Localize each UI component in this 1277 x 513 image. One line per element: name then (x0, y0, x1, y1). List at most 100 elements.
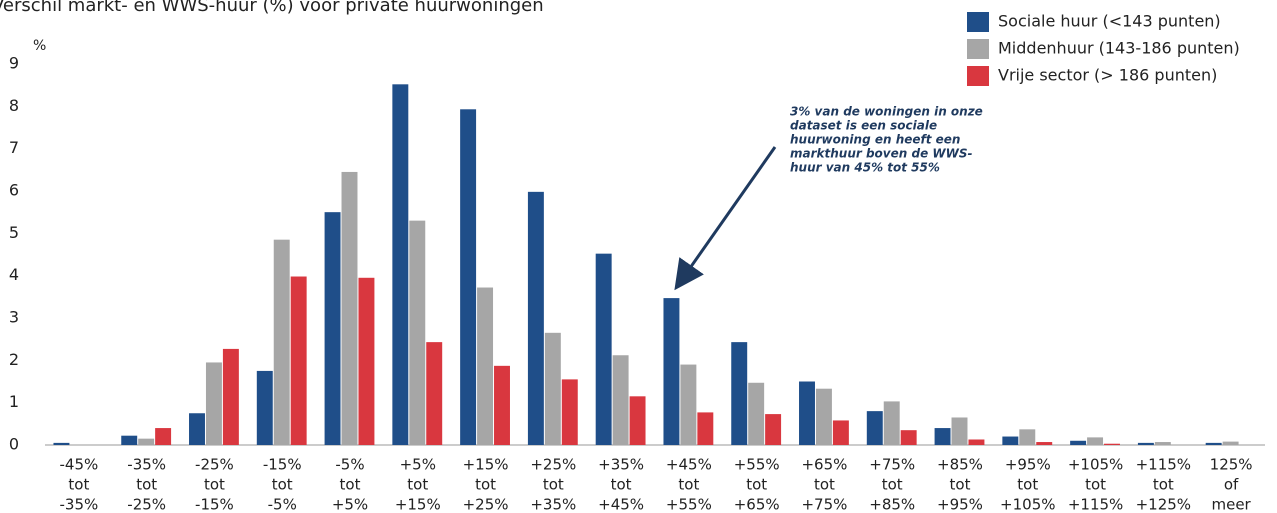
y-tick-label: 9 (9, 54, 19, 73)
y-tick-label: 0 (9, 435, 19, 454)
bar (222, 348, 239, 445)
annotation-text: huur van 45% tot 55% (790, 161, 940, 175)
x-tick-label: -45% (60, 456, 99, 474)
x-tick-label: tot (407, 476, 428, 494)
legend-label: Middenhuur (143-186 punten) (998, 39, 1240, 58)
y-tick-label: 3 (9, 308, 19, 327)
x-tick-label: +25% (463, 496, 509, 513)
x-tick-label: +45% (666, 456, 712, 474)
bar (561, 379, 578, 445)
bar (256, 370, 273, 445)
x-tick-label: tot (882, 476, 903, 494)
bar (815, 388, 832, 445)
x-tick-label: +95% (937, 496, 983, 513)
bar (426, 342, 443, 445)
bar (866, 411, 883, 445)
x-tick-label: +115% (1068, 496, 1123, 513)
y-axis-label: % (33, 38, 46, 54)
x-tick-label: tot (136, 476, 157, 494)
x-tick-label: tot (475, 476, 496, 494)
x-tick-label: tot (678, 476, 699, 494)
bar (544, 332, 561, 445)
x-tick-label: tot (1085, 476, 1106, 494)
annotation-arrow (674, 146, 777, 291)
bar (273, 239, 290, 445)
y-tick-label: 4 (9, 265, 19, 284)
bar (731, 342, 748, 445)
bar (324, 212, 341, 445)
bar (1036, 442, 1053, 445)
x-tick-label: tot (272, 476, 293, 494)
x-tick-label: +35% (598, 456, 644, 474)
x-tick-label: +65% (734, 496, 780, 513)
bar (290, 276, 307, 445)
legend-label: Sociale huur (<143 punten) (998, 12, 1221, 31)
bar (527, 191, 544, 445)
x-tick-label: +25% (530, 456, 576, 474)
x-tick-label: +5% (400, 456, 436, 474)
bar (1104, 443, 1120, 445)
bar (900, 430, 917, 445)
bar (155, 428, 172, 445)
bar (832, 420, 849, 445)
y-tick-label: 2 (9, 350, 19, 369)
y-tick-label: 6 (9, 181, 19, 200)
x-tick-label: -25% (195, 456, 234, 474)
bar (697, 412, 714, 445)
x-tick-label: +85% (937, 456, 983, 474)
bar (1070, 440, 1087, 445)
y-tick-label: 1 (9, 392, 19, 411)
x-tick-label: tot (340, 476, 361, 494)
annotation-text: huurwoning en heeft een (790, 133, 960, 147)
x-tick-label: tot (611, 476, 632, 494)
bar (748, 382, 765, 445)
x-tick-label: +85% (869, 496, 915, 513)
x-tick-label: +105% (1068, 456, 1123, 474)
bar (968, 439, 985, 445)
bar (341, 171, 358, 445)
bar (392, 84, 409, 445)
y-tick-label: 8 (9, 96, 19, 115)
x-tick-label: tot (68, 476, 89, 494)
legend-label: Vrije sector (> 186 punten) (998, 66, 1217, 85)
x-tick-label: +45% (598, 496, 644, 513)
x-tick-label: +95% (1005, 456, 1051, 474)
x-tick-label: meer (1211, 496, 1251, 513)
x-tick-label: of (1224, 476, 1239, 494)
x-tick-label: +75% (801, 496, 847, 513)
bar (189, 413, 205, 445)
bar (460, 109, 477, 446)
x-tick-label: +5% (332, 496, 368, 513)
bar (680, 364, 697, 445)
x-tick-label: +55% (666, 496, 712, 513)
bar (1002, 436, 1019, 445)
legend-swatch (967, 39, 989, 59)
x-tick-label: +75% (869, 456, 915, 474)
bar (595, 253, 612, 445)
bar (1154, 442, 1171, 445)
y-tick-label: 7 (9, 138, 19, 157)
x-tick-label: -35% (127, 456, 166, 474)
bar (121, 435, 138, 445)
x-tick-label: tot (204, 476, 225, 494)
x-tick-label: +115% (1136, 456, 1191, 474)
bar (409, 220, 426, 445)
bar (1205, 442, 1222, 445)
bar (477, 287, 494, 445)
bar (765, 414, 782, 445)
bar (663, 298, 680, 445)
x-tick-label: -15% (263, 456, 302, 474)
x-tick-label: +15% (395, 496, 441, 513)
bar (358, 277, 375, 445)
annotation-text: dataset is een sociale (790, 119, 937, 133)
chart-title: Verschil markt- en WWS-huur (%) voor pri… (0, 0, 544, 16)
x-tick-label: +105% (1000, 496, 1055, 513)
y-tick-label: 5 (9, 223, 19, 242)
x-tick-label: -15% (195, 496, 234, 513)
x-tick-label: -35% (60, 496, 99, 513)
bar (612, 355, 629, 445)
annotation-text: markthuur boven de WWS- (790, 147, 972, 161)
x-tick-label: +65% (801, 456, 847, 474)
x-tick-label: tot (543, 476, 564, 494)
